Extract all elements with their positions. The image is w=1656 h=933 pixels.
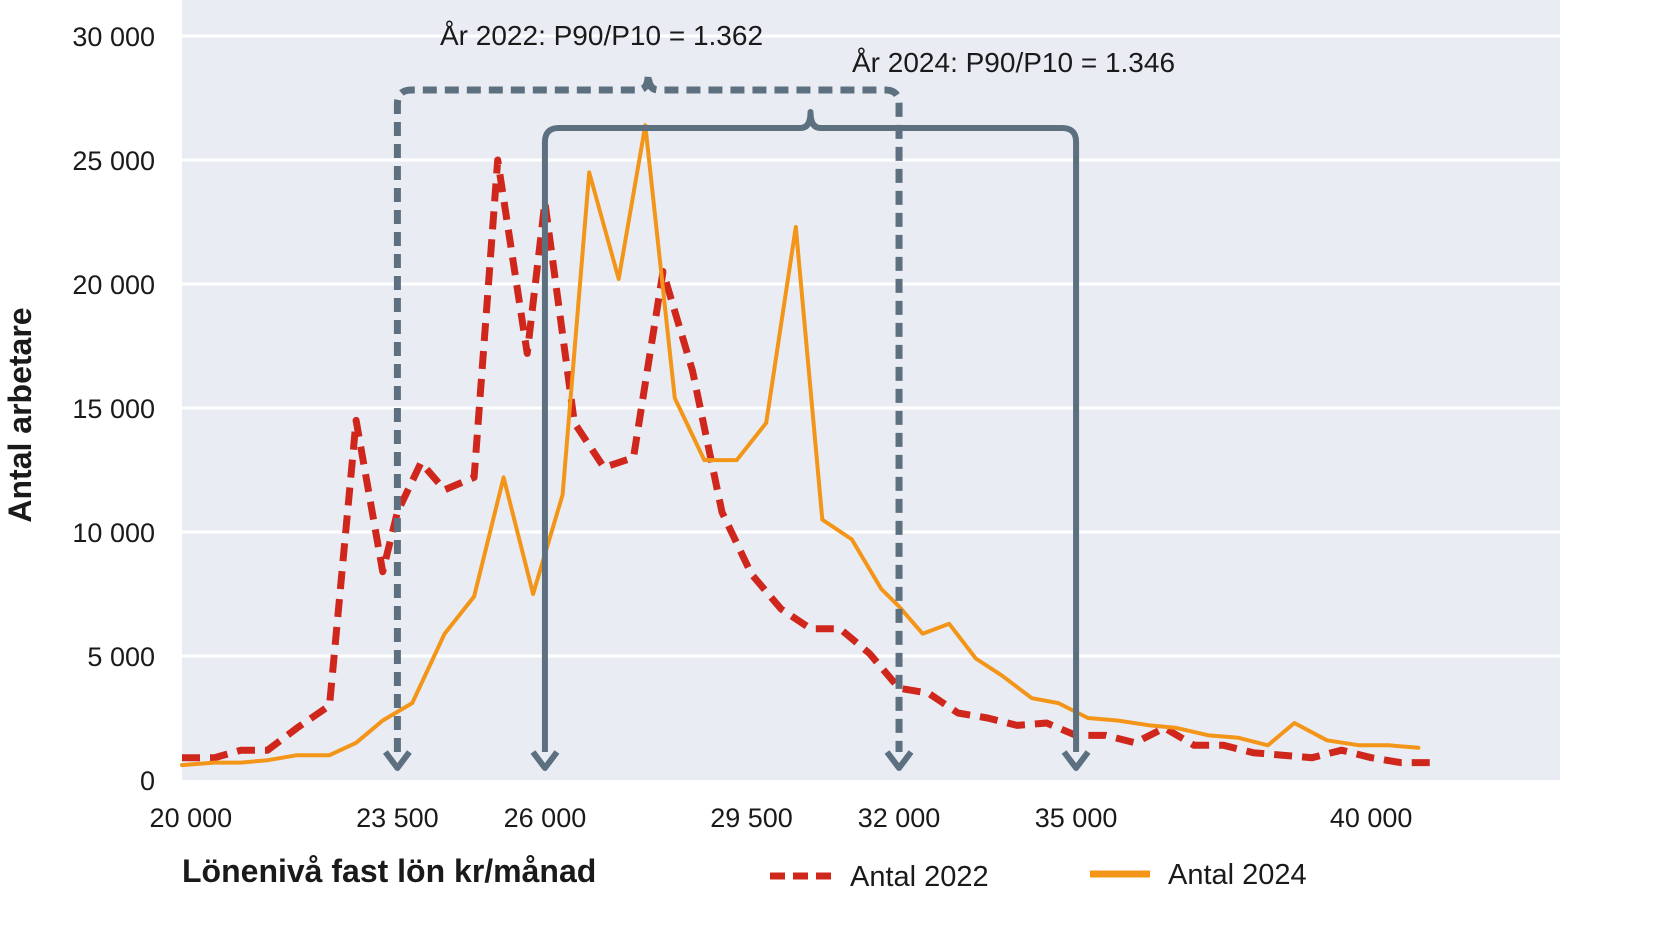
bracket-p2022: [393, 70, 903, 752]
y-tick-label: 25 000: [72, 146, 155, 176]
y-tick-labels: 0 5 000 10 000 15 000 20 000 25 000 30 000: [72, 22, 155, 796]
bracket-arrow-p2022-p90: [884, 750, 914, 771]
y-tick-label: 30 000: [72, 22, 155, 52]
x-tick-label: 29 500: [710, 803, 793, 833]
percentile-annotations: År 2022: P90/P10 = 1.362 År 2024: P90/P1…: [383, 20, 1175, 771]
plot-background: [182, 0, 1560, 780]
bracket-arrow-p2024-p10: [530, 750, 560, 771]
x-tick-labels: 20 000 23 500 26 000 29 500 32 000 35 000 40 0…: [150, 803, 1413, 833]
bracket-p2024: [541, 109, 1080, 752]
legend: Antal 2022 Antal 2024: [770, 859, 1307, 893]
legend-label-2024: Antal 2024: [1168, 859, 1307, 891]
y-tick-label: 15 000: [72, 394, 155, 424]
x-tick-label: 20 000: [150, 803, 233, 833]
x-tick-label: 23 500: [356, 803, 439, 833]
series-line-2022: [182, 156, 1431, 767]
y-axis-title: Antal arbetare: [2, 307, 38, 522]
y-tick-label: 5 000: [87, 642, 155, 672]
series-lines: [180, 123, 1431, 768]
y-tick-label: 20 000: [72, 270, 155, 300]
y-tick-label: 0: [140, 766, 155, 796]
x-tick-label: 40 000: [1330, 803, 1413, 833]
legend-label-2022: Antal 2022: [850, 861, 989, 893]
x-tick-label: 35 000: [1035, 803, 1118, 833]
y-tick-label: 10 000: [72, 518, 155, 548]
annotation-2022-label: År 2022: P90/P10 = 1.362: [440, 20, 763, 51]
x-tick-label: 26 000: [504, 803, 587, 833]
series-line-2024: [180, 123, 1421, 768]
bracket-arrow-p2022-p10: [383, 750, 412, 771]
x-axis-title: Lönenivå fast lön kr/månad: [182, 853, 596, 889]
x-tick-label: 32 000: [858, 803, 941, 833]
grid-lines: [182, 34, 1560, 658]
bracket-arrow-p2024-p90: [1061, 750, 1091, 771]
annotation-2024-label: År 2024: P90/P10 = 1.346: [852, 47, 1175, 78]
